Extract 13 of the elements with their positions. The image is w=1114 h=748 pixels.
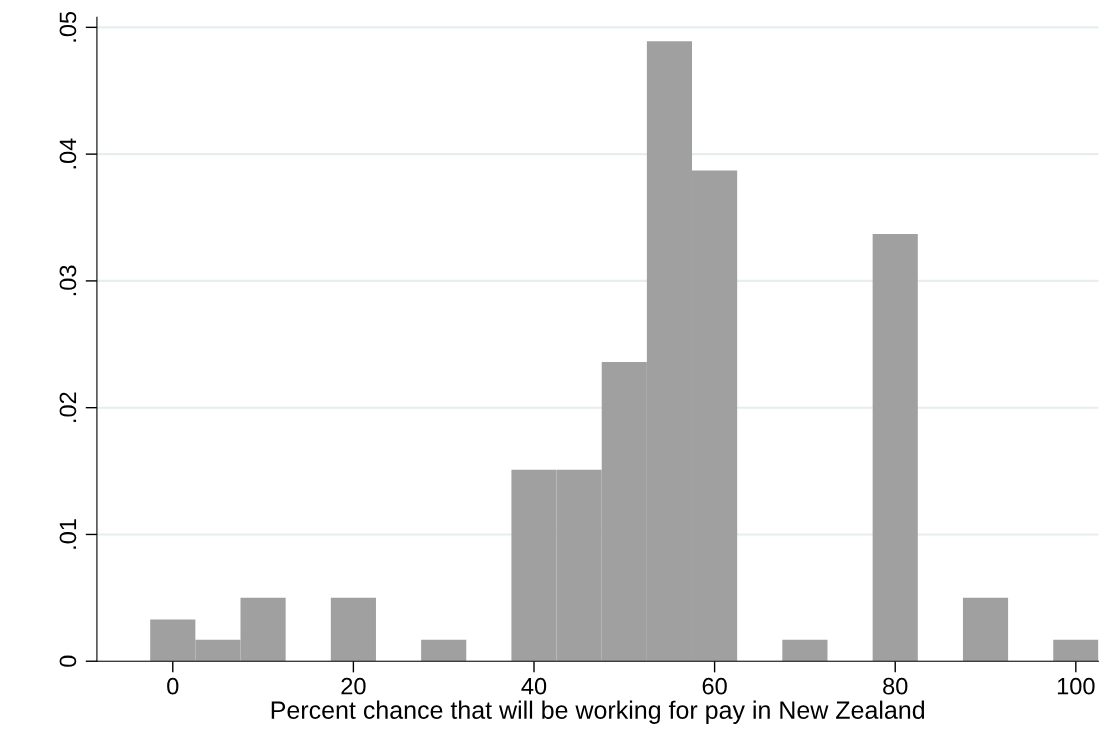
y-tick-label: .05: [59, 11, 77, 42]
x-tick-label: 40: [521, 677, 547, 695]
x-tick-label: 20: [341, 677, 366, 695]
x-tick-label: 80: [883, 677, 908, 695]
x-tick-label: 100: [1057, 677, 1095, 695]
x-tick-label: 60: [702, 677, 727, 695]
y-tick-label: .02: [59, 392, 77, 422]
y-tick-label: 0: [59, 655, 77, 667]
x-axis-title: Percent chance that will be working for pay in New Zealand: [271, 700, 925, 724]
y-tick-label: .04: [59, 138, 77, 169]
y-tick-label: .01: [59, 519, 77, 549]
x-tick-label: 0: [167, 677, 179, 695]
y-tick-label: .03: [59, 265, 77, 296]
